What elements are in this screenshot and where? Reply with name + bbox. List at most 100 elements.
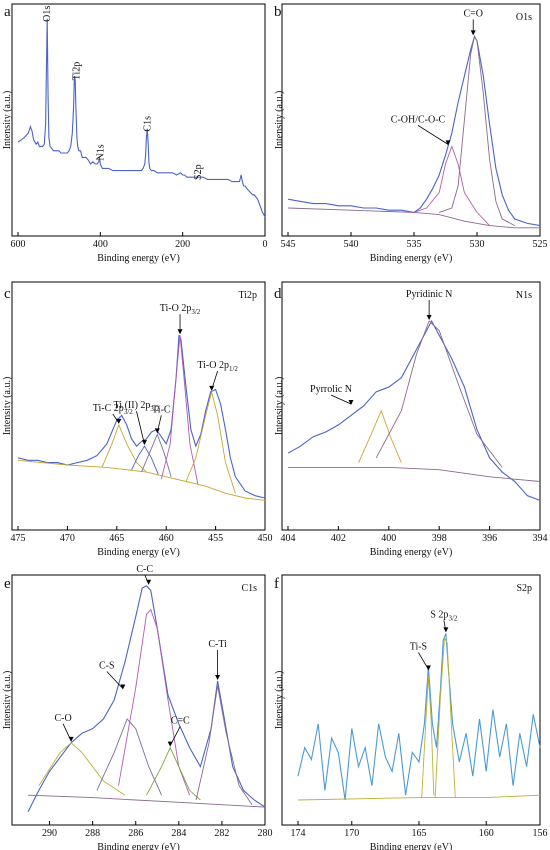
x-tick-label: 156 [533, 828, 548, 839]
series-c-ti-ii-2p3-2 [131, 445, 159, 475]
x-tick-label: 525 [533, 239, 548, 250]
panel-letter: a [4, 4, 11, 20]
peak-label: Ti (II) 2p3/2 [114, 400, 160, 413]
arrow-head [348, 400, 354, 405]
panel-d: 404 402 400 398 396 394 Binding energy (eV) Int… [274, 281, 548, 558]
series-e-c-c [146, 746, 201, 801]
x-axis-label: Binding energy (eV) [370, 842, 453, 850]
series-c-background [17, 459, 266, 501]
panel-letter: e [4, 576, 11, 592]
peak-label: Pyrrolic N [310, 384, 352, 395]
series-b-c-oh-c-o-c [413, 145, 490, 226]
annotation-arrow [106, 671, 124, 689]
x-tick-label: 398 [432, 533, 447, 544]
x-axis-label: Binding energy (eV) [370, 253, 453, 264]
series-c-ti-o-2p1-2 [185, 391, 236, 494]
series-c-ti-c-2p3-2 [101, 423, 147, 473]
series-e-raw [27, 585, 266, 813]
panel-tag: C1s [241, 583, 257, 594]
series-e-c-c [118, 608, 191, 796]
x-tick-label: 160 [479, 828, 494, 839]
x-axis-label: Binding energy (eV) [97, 253, 180, 264]
x-tick-label: 174 [291, 828, 306, 839]
arrow-head [177, 329, 183, 335]
x-tick-label: 535 [407, 239, 422, 250]
x-tick-label: 288 [85, 828, 100, 839]
plot-frame-f [281, 574, 541, 826]
y-axis-label: Intensity (a.u.) [274, 377, 285, 436]
x-tick-label: 450 [258, 533, 273, 544]
series-d-raw [287, 319, 541, 501]
series-a-survey [17, 18, 266, 218]
x-tick-label: 400 [381, 533, 396, 544]
arrow-head [209, 385, 215, 391]
panel-letter: f [274, 576, 279, 592]
plot-frame-b [281, 3, 541, 237]
x-tick-label: 170 [344, 828, 359, 839]
panel-tag: S2p [516, 583, 532, 594]
panel-letter: c [4, 286, 11, 302]
x-tick-label: 284 [171, 828, 186, 839]
panel-b: 545 540 535 530 525 Binding energy (eV) Intens… [274, 3, 548, 264]
arrow-head [120, 684, 126, 690]
plot-frame-c [11, 281, 266, 531]
series-f-background [297, 794, 541, 801]
x-tick-label: 280 [258, 828, 273, 839]
series-e-c-ti [195, 685, 253, 805]
arrow-head [215, 674, 221, 680]
series-b-raw [287, 34, 541, 227]
peak-label: N1s [95, 144, 106, 160]
series-d-pyrrolic-n [358, 409, 402, 463]
x-tick-label: 475 [11, 533, 26, 544]
series-c-ti-o-2p3-2 [160, 335, 199, 484]
x-axis-label: Binding energy (eV) [370, 547, 453, 558]
series-d-background [288, 466, 541, 482]
peak-label: O1s [42, 6, 53, 22]
y-axis-label: Intensity (a.u.) [2, 377, 13, 436]
x-tick-label: 402 [331, 533, 346, 544]
panel-tag: O1s [516, 12, 532, 23]
x-tick-label: 465 [109, 533, 124, 544]
y-axis-label: Intensity (a.u.) [274, 671, 285, 730]
arrow-head [116, 418, 122, 424]
peak-label: Pyridinic N [406, 289, 452, 300]
x-tick-label: 540 [344, 239, 359, 250]
arrow-head [445, 140, 451, 146]
arrow-head [68, 736, 74, 742]
peak-label: Ti-S [410, 641, 427, 652]
arrow-head [425, 665, 431, 671]
series-e-background [27, 794, 266, 808]
peak-label: Ti-C 2p3/2 [93, 403, 133, 416]
x-tick-label: 0 [263, 239, 268, 250]
panel-letter: b [274, 4, 282, 20]
arrow-head [443, 627, 449, 633]
series-f-raw [297, 633, 541, 801]
panel-tag: N1s [516, 290, 532, 301]
x-tick-label: 400 [93, 239, 108, 250]
series-d-pyridinic-n [375, 320, 503, 468]
series-f-s-2p3-2 [434, 636, 456, 798]
peak-label: Ti-O 2p1/2 [197, 360, 238, 373]
peak-label: C-O [54, 713, 71, 724]
peak-label: C-OH/C-O-C [391, 114, 446, 125]
plot-frame-a [11, 3, 266, 237]
x-tick-label: 455 [208, 533, 223, 544]
x-tick-label: 290 [42, 828, 57, 839]
series-c-ti-c [141, 433, 172, 477]
arrow-head [141, 440, 147, 446]
plot-frame-e [11, 574, 266, 826]
x-tick-label: 530 [470, 239, 485, 250]
y-axis-label: Intensity (a.u.) [2, 671, 13, 730]
peak-label: Ti-C [152, 404, 171, 415]
y-axis-label: Intensity (a.u.) [274, 91, 285, 150]
series-e-c-o [38, 742, 126, 796]
annotation-arrow [330, 394, 352, 405]
peak-label: S 2p3/2 [430, 609, 458, 622]
x-tick-label: 396 [482, 533, 497, 544]
peak-label: S2p [193, 164, 204, 180]
series-b-c-o [439, 35, 516, 226]
x-axis-label: Binding energy (eV) [97, 842, 180, 850]
annotation-arrow [136, 411, 145, 445]
x-tick-label: 394 [533, 533, 548, 544]
